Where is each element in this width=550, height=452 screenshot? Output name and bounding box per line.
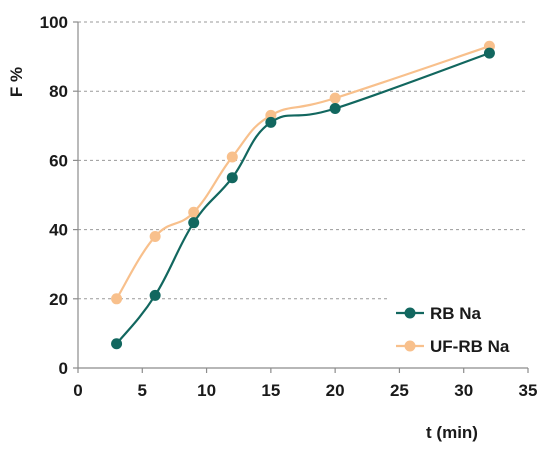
data-point-rb-na-9 bbox=[188, 217, 200, 229]
data-point-rb-na-3 bbox=[111, 338, 123, 350]
legend-marker-rb-na bbox=[404, 307, 416, 319]
data-point-rb-na-32 bbox=[483, 47, 495, 59]
data-point-rb-na-12 bbox=[226, 172, 238, 184]
y-axis-title: F % bbox=[7, 67, 26, 97]
y-tick-label-20: 20 bbox=[49, 290, 68, 309]
data-point-rb-na-15 bbox=[265, 116, 277, 128]
data-point-rb-na-6 bbox=[149, 289, 161, 301]
x-tick-label-25: 25 bbox=[390, 381, 409, 400]
y-tick-label-40: 40 bbox=[49, 221, 68, 240]
x-tick-label-10: 10 bbox=[197, 381, 216, 400]
series-rb-na bbox=[111, 47, 495, 350]
y-tick-label-80: 80 bbox=[49, 82, 68, 101]
data-point-rb-na-20 bbox=[329, 103, 341, 114]
x-tick-label-20: 20 bbox=[326, 381, 345, 400]
x-tick-label-5: 5 bbox=[138, 381, 147, 400]
series-line-rb-na bbox=[115, 52, 490, 345]
tick-labels: 0 5 10 15 20 25 30 35 0 20 40 60 80 100 bbox=[40, 13, 538, 400]
series-uf-rb-na bbox=[111, 40, 495, 305]
axes bbox=[73, 21, 529, 373]
x-tick-label-0: 0 bbox=[73, 381, 82, 400]
x-axis-title: t (min) bbox=[426, 423, 478, 442]
legend-label-rb-na: RB Na bbox=[430, 304, 482, 323]
series-layer bbox=[111, 40, 495, 350]
x-tick-label-15: 15 bbox=[261, 381, 280, 400]
legend-label-uf-rb-na: UF-RB Na bbox=[430, 337, 510, 356]
x-tick-label-30: 30 bbox=[454, 381, 473, 400]
legend: RB Na UF-RB Na bbox=[388, 293, 528, 367]
data-point-uf-rb-na-6 bbox=[149, 231, 161, 243]
y-tick-label-0: 0 bbox=[59, 359, 68, 378]
legend-background bbox=[388, 293, 528, 367]
data-point-uf-rb-na-20 bbox=[329, 92, 341, 104]
y-tick-label-100: 100 bbox=[40, 13, 68, 32]
legend-marker-uf-rb-na bbox=[404, 340, 416, 352]
x-tick-label-35: 35 bbox=[519, 381, 538, 400]
data-point-uf-rb-na-12 bbox=[226, 151, 238, 163]
data-point-uf-rb-na-9 bbox=[188, 206, 200, 218]
y-tick-label-60: 60 bbox=[49, 151, 68, 170]
data-point-uf-rb-na-3 bbox=[111, 293, 123, 305]
